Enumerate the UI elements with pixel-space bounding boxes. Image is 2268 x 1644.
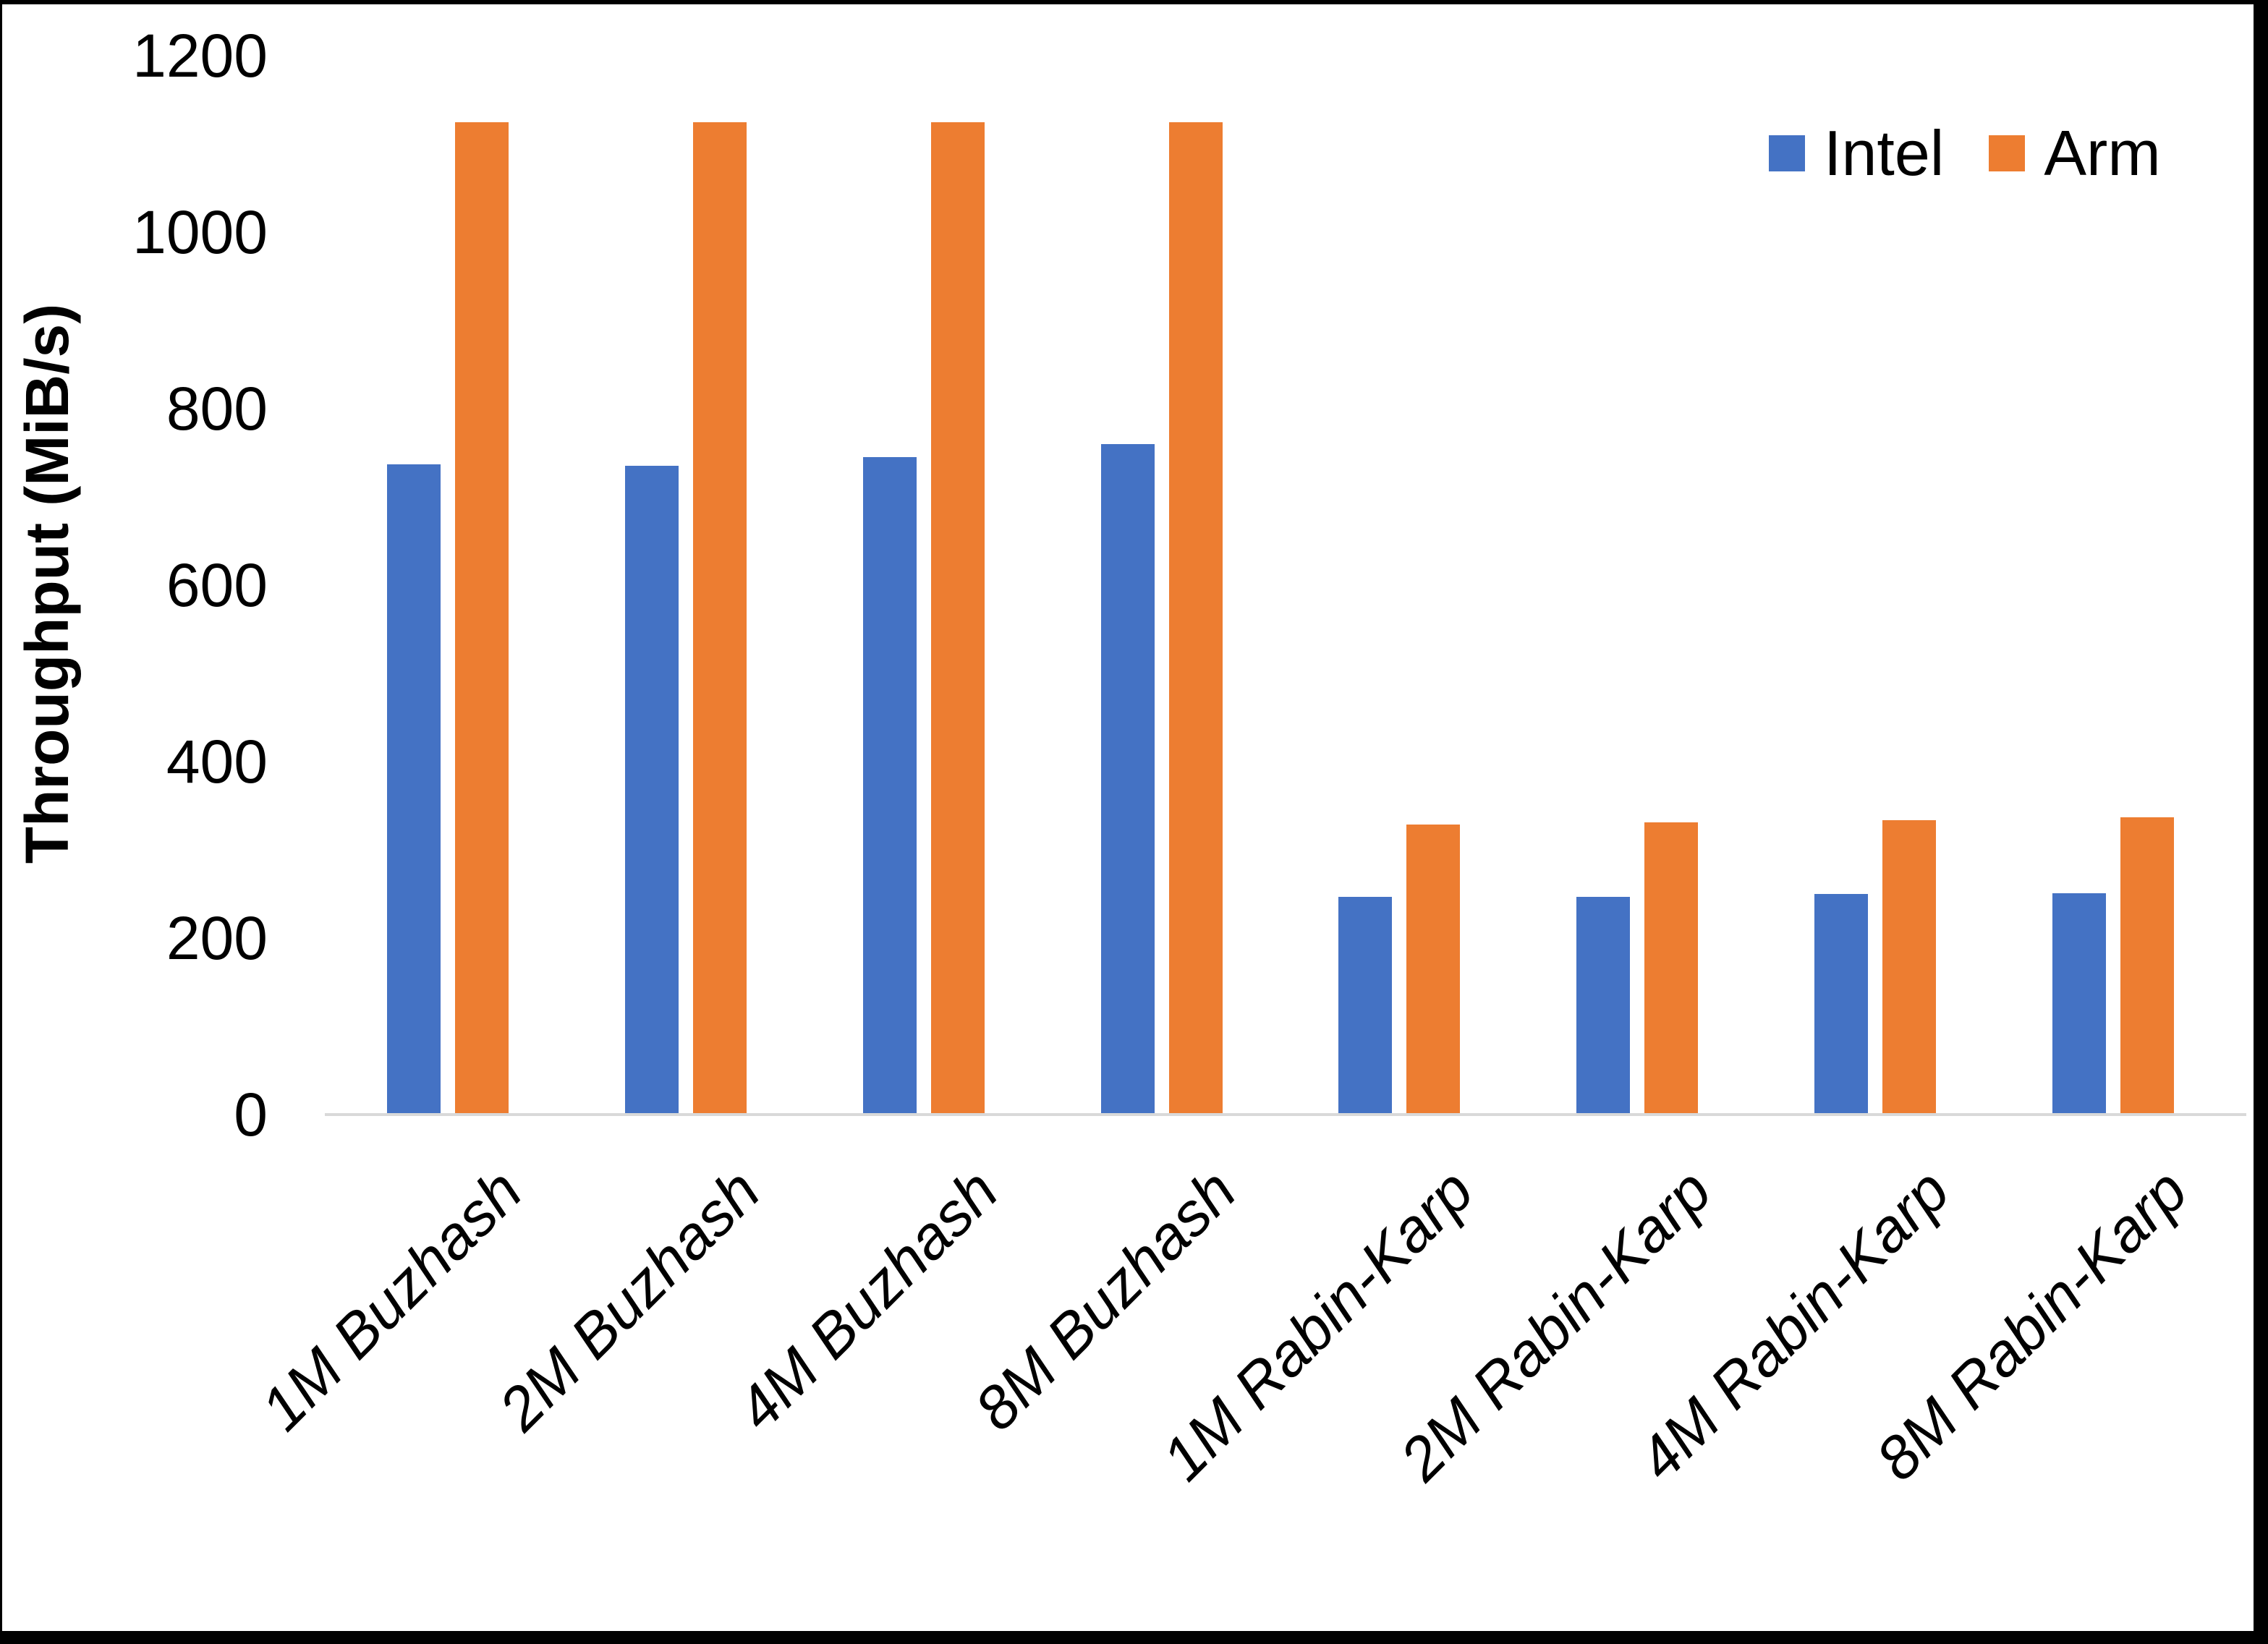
bar-group xyxy=(1757,56,1995,1115)
legend-swatch-intel xyxy=(1769,135,1805,171)
y-tick-label: 200 xyxy=(166,904,268,972)
bar-arm xyxy=(1882,819,1936,1115)
bar-intel xyxy=(1576,896,1631,1115)
x-axis-category-labels: 1M Buzhash 2M Buzhash 4M Buzhash 8M Buzhash… xyxy=(2,4,2254,1631)
bar-intel xyxy=(625,466,679,1115)
y-tick-label: 1000 xyxy=(132,198,268,266)
bar-intel xyxy=(1814,894,1868,1115)
legend-item-intel: Intel xyxy=(1769,122,1944,185)
y-axis-tick-labels: 0 200 400 600 800 1000 1200 xyxy=(101,4,268,1631)
bar-group xyxy=(1280,56,1519,1115)
legend-item-arm: Arm xyxy=(1989,117,2161,189)
legend-swatch-arm xyxy=(1989,135,2026,171)
bar-arm xyxy=(455,122,509,1115)
bar-group xyxy=(1994,56,2232,1115)
bar-group xyxy=(805,56,1043,1115)
bar-arm xyxy=(1168,122,1223,1115)
bar-intel xyxy=(1100,443,1155,1115)
bar-group xyxy=(567,56,805,1115)
y-tick-label: 1200 xyxy=(132,22,268,90)
bar-group xyxy=(329,56,567,1115)
legend-label-intel: Intel xyxy=(1824,117,1945,189)
bar-arm xyxy=(1406,824,1461,1115)
x-axis-line xyxy=(325,1113,2246,1116)
bar-arm xyxy=(930,122,985,1115)
legend-label-arm: Arm xyxy=(2044,117,2161,189)
bar-group xyxy=(1519,56,1757,1115)
bar-arm xyxy=(2120,817,2174,1115)
y-tick-label: 0 xyxy=(234,1081,268,1149)
bar-intel xyxy=(1338,896,1393,1115)
bar-group xyxy=(1042,56,1280,1115)
legend: Intel Arm xyxy=(1769,122,2161,185)
plot-area xyxy=(325,56,2246,1116)
y-tick-label: 800 xyxy=(166,375,268,443)
y-tick-label: 400 xyxy=(166,728,268,796)
bar-intel xyxy=(387,464,441,1115)
bar-intel xyxy=(862,457,917,1115)
bar-intel xyxy=(2052,893,2106,1115)
y-tick-label: 600 xyxy=(166,551,268,619)
bar-arm xyxy=(1644,822,1699,1115)
bar-arm xyxy=(693,122,747,1115)
